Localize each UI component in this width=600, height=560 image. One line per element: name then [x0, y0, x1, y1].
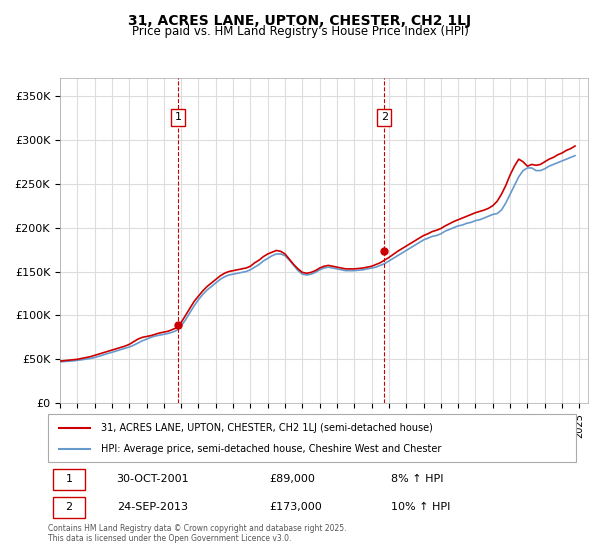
Text: 31, ACRES LANE, UPTON, CHESTER, CH2 1LJ: 31, ACRES LANE, UPTON, CHESTER, CH2 1LJ	[128, 14, 472, 28]
Text: Contains HM Land Registry data © Crown copyright and database right 2025.
This d: Contains HM Land Registry data © Crown c…	[48, 524, 347, 543]
Text: 24-SEP-2013: 24-SEP-2013	[116, 502, 188, 512]
Text: Price paid vs. HM Land Registry's House Price Index (HPI): Price paid vs. HM Land Registry's House …	[131, 25, 469, 38]
Text: 2: 2	[65, 502, 73, 512]
Text: £173,000: £173,000	[270, 502, 323, 512]
FancyBboxPatch shape	[53, 469, 85, 490]
Text: 31, ACRES LANE, UPTON, CHESTER, CH2 1LJ (semi-detached house): 31, ACRES LANE, UPTON, CHESTER, CH2 1LJ …	[101, 423, 433, 433]
Text: £89,000: £89,000	[270, 474, 316, 484]
Text: HPI: Average price, semi-detached house, Cheshire West and Chester: HPI: Average price, semi-detached house,…	[101, 444, 441, 454]
Text: 1: 1	[65, 474, 73, 484]
Text: 2: 2	[380, 113, 388, 123]
FancyBboxPatch shape	[48, 414, 576, 462]
FancyBboxPatch shape	[53, 497, 85, 518]
Text: 10% ↑ HPI: 10% ↑ HPI	[391, 502, 451, 512]
Text: 30-OCT-2001: 30-OCT-2001	[116, 474, 189, 484]
Text: 8% ↑ HPI: 8% ↑ HPI	[391, 474, 444, 484]
Text: 1: 1	[175, 113, 182, 123]
